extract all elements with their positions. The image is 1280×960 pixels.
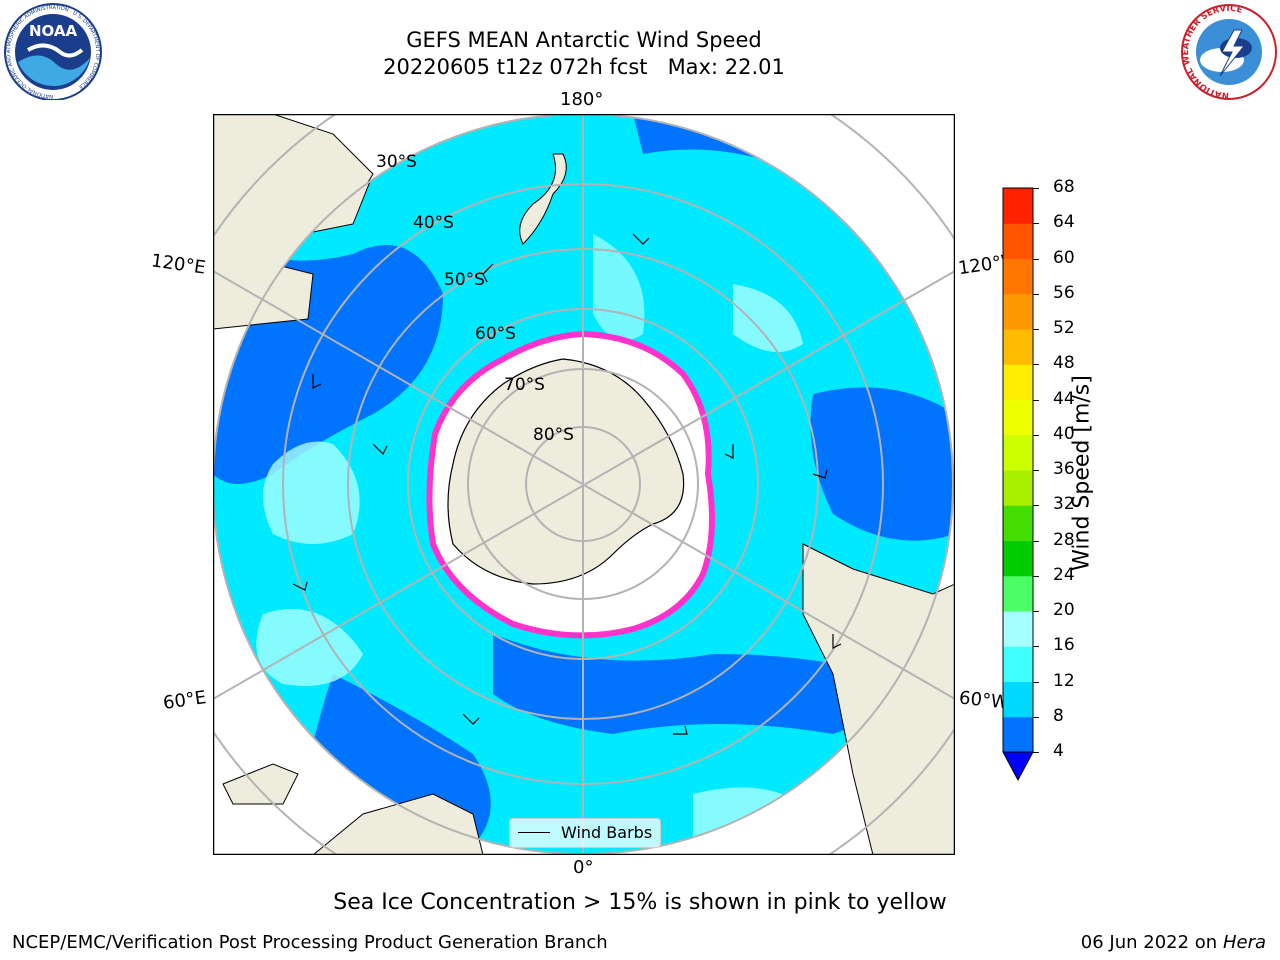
colorbar-tick-label: 24 [1053,564,1075,585]
colorbar-tick-label: 52 [1053,318,1075,338]
lon-label-60e: 60°E [161,687,208,714]
colorbar-segment [1003,716,1033,753]
colorbar-tick-label: 28 [1053,529,1075,550]
colorbar-tick [1033,540,1039,542]
colorbar-tick-label: 12 [1053,670,1075,691]
colorbar-tick-label: 56 [1053,282,1075,303]
colorbar-segment [1003,611,1033,647]
land-nz [519,153,567,245]
colorbar-tick [1033,470,1039,471]
land-antarctica [447,358,685,585]
wind-barbs [292,233,842,735]
polar-map [213,114,955,855]
lat-label-80s: 80°S [533,425,574,445]
colorbar-segment [1003,646,1033,682]
colorbar-tick-label: 20 [1053,600,1075,620]
colorbar-segment [1003,681,1033,718]
colorbar-segment [1003,470,1033,506]
colorbar-tick-label: 16 [1053,635,1075,656]
lat-label-70s: 70°S [504,375,545,395]
colorbar-tick [1033,258,1039,260]
lat-label-50s: 50°S [444,270,485,290]
colorbar-segment [1003,223,1033,259]
colorbar-tick-label: 4 [1053,741,1064,761]
lat-label-40s: 40°S [413,213,454,233]
colorbar-segment [1003,188,1033,224]
wind-barb-legend-line [518,832,550,833]
colorbar-tick [1033,646,1039,648]
colorbar [1002,187,1034,782]
map-frame [213,114,955,855]
nws-logo: NATIONAL WEATHER SERVICE [1181,4,1277,100]
colorbar-tick-label: 32 [1053,494,1075,515]
footer-credit: NCEP/EMC/Verification Post Processing Pr… [12,932,608,953]
lon-label-0: 0° [573,857,594,878]
colorbar-segment [1003,540,1033,577]
colorbar-tick [1033,752,1039,753]
colorbar-tick [1033,434,1039,436]
colorbar-tick [1033,611,1039,612]
colorbar-segment [1003,505,1033,541]
lon-label-120e: 120°E [149,250,207,279]
colorbar-tick [1033,364,1039,366]
chart-subtitle: 20220605 t12z 072h fcst Max: 22.01 [383,55,785,79]
chart-title: GEFS MEAN Antarctic Wind Speed [406,28,762,52]
colorbar-segment [1003,399,1033,436]
colorbar-segment [1003,434,1033,471]
colorbar-segment [1003,258,1033,295]
lat-label-60s: 60°S [475,324,516,344]
colorbar-tick [1033,188,1039,189]
colorbar-tick [1033,716,1039,718]
colorbar-tick [1033,681,1039,683]
colorbar-extend [1002,751,1034,782]
colorbar-title: Wind Speed [m/s] [1069,375,1095,571]
colorbar-segment [1003,293,1033,330]
colorbar-tick [1033,329,1039,330]
noaa-logo: NOAA NATIONAL OCEANIC AND ATMOSPHERIC AD… [4,3,102,100]
colorbar-segment [1003,329,1033,365]
colorbar-tick-label: 36 [1053,459,1075,479]
colorbar-tick [1033,399,1039,401]
colorbar-tick-label: 68 [1053,177,1075,197]
lon-label-180: 180° [560,89,604,110]
colorbar-tick-label: 44 [1053,388,1075,409]
colorbar-tick-label: 48 [1053,353,1075,374]
colorbar-tick [1033,505,1039,507]
lat-label-30s: 30°S [376,152,417,172]
legend-label: Wind Barbs [561,823,653,842]
footer-date: 06 Jun 2022 on Hera [1080,932,1266,953]
sea-ice-note: Sea Ice Concentration > 15% is shown in … [333,890,947,915]
colorbar-segment [1003,575,1033,612]
colorbar-segment [1003,364,1033,400]
colorbar-tick-label: 60 [1053,247,1075,268]
colorbar-tick [1033,575,1039,577]
colorbar-tick-label: 64 [1053,212,1075,233]
colorbar-tick-label: 40 [1053,423,1075,444]
svg-text:NOAA: NOAA [29,22,78,40]
map-legend: Wind Barbs [509,818,661,848]
colorbar-tick [1033,223,1039,225]
colorbar-tick-label: 8 [1053,705,1064,726]
land-madagascar [222,763,299,805]
colorbar-tick [1033,293,1039,295]
